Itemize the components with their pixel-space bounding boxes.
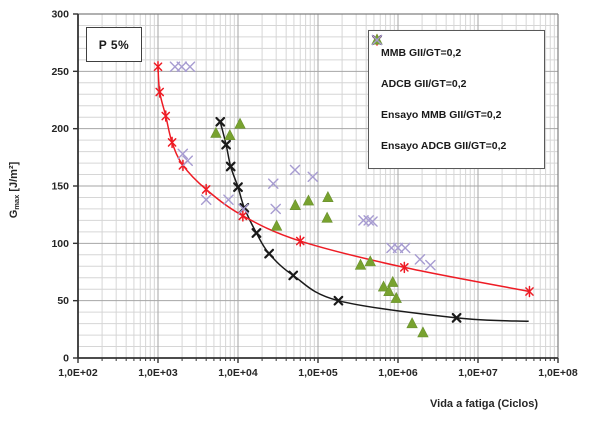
legend-label: MMB GII/GT=0,2 [381,46,462,59]
data-point-marker [322,191,334,202]
data-point-marker [425,259,436,271]
data-point-marker [364,255,376,267]
data-point-marker [270,219,283,231]
y-axis-title-units: [J/m²] [8,161,20,195]
data-point-marker [225,161,236,172]
y-axis-title: Gmax [J/m²] [8,130,24,250]
data-point-marker [153,60,163,73]
legend: MMB GII/GT=0,2 ADCB GII/GT=0,2 Ensayo MMB … [368,30,545,169]
data-point-marker [525,285,534,298]
data-point-marker [200,194,212,206]
data-point-marker [221,139,232,150]
data-point-marker [264,248,275,259]
legend-label: Ensayo MMB GII/GT=0,2 [381,109,502,122]
data-point-marker [289,164,301,176]
y-tick-label: 50 [57,295,69,307]
data-point-marker [270,203,282,215]
x-tick-label: 1,0E+02 [58,367,98,379]
data-point-marker [417,326,429,338]
x-thin-legend-marker-icon [371,34,383,46]
x-axis-title: Vida a fatiga (Ciclos) [430,398,538,410]
y-tick-label: 300 [51,9,69,21]
y-axis-title-sub: max [12,194,21,210]
data-point-marker [390,291,402,303]
axis-ticks [73,13,559,363]
data-point-marker [182,155,193,167]
data-point-marker [177,148,189,160]
y-tick-labels: 0 50 100 150 200 250 300 [51,9,69,365]
data-point-marker [406,317,418,329]
data-point-marker [399,261,409,274]
data-point-marker [201,183,211,196]
data-point-marker [233,182,243,193]
data-point-marker [238,210,248,222]
y-tick-label: 200 [51,123,69,135]
data-point-marker [392,242,404,254]
data-point-marker [155,86,165,98]
data-point-marker [321,211,333,223]
data-point-marker [377,280,390,292]
data-point-marker [289,199,301,210]
data-point-marker [176,61,188,73]
legend-item-1: ADCB GII/GT=0,2 [372,34,544,90]
x-tick-label: 1,0E+03 [138,367,178,379]
legend-item-3: Ensayo ADCB GII/GT=0,2 [371,34,544,153]
data-point-marker [238,203,249,215]
legend-item-0: MMB GII/GT=0,2 [372,35,544,59]
data-point-marker [295,235,305,247]
series-markers-0 [215,116,462,323]
data-point-marker [251,228,262,238]
y-tick-label: 0 [63,353,69,365]
y-tick-label: 100 [51,238,69,250]
annotation-text: P 5% [98,37,130,52]
y-axis-title-base: G [8,209,20,219]
data-point-marker [451,312,462,323]
x-tick-label: 1,0E+04 [218,367,258,379]
data-point-marker [371,34,383,46]
series-markers-2 [210,117,429,338]
y-tick-label: 150 [51,181,69,193]
y-tick-label: 250 [51,66,69,78]
data-point-marker [354,258,367,270]
x-tick-label: 1,0E+07 [458,367,498,379]
legend-item-2: Ensayo MMB GII/GT=0,2 [371,33,544,122]
data-point-marker [161,110,171,122]
data-point-marker [387,275,399,287]
data-point-marker [167,136,177,149]
data-point-marker [307,171,319,183]
data-point-marker [267,178,279,190]
data-point-marker [223,194,234,206]
data-point-marker [288,270,299,281]
annotation-box: P 5% [86,27,142,62]
data-point-marker [234,117,246,129]
legend-label: Ensayo ADCB GII/GT=0,2 [381,140,507,153]
data-point-marker [414,254,426,265]
data-point-marker [302,194,315,206]
data-point-marker [215,116,226,127]
data-point-marker [399,242,411,254]
x-tick-label: 1,0E+05 [298,367,338,379]
data-point-marker [184,61,196,73]
data-point-marker [210,126,222,138]
data-point-marker [333,295,344,306]
data-point-marker [224,129,236,141]
x-tick-labels: 1,0E+02 1,0E+03 1,0E+04 1,0E+05 1,0E+06 1,0E+… [58,367,578,379]
x-tick-label: 1,0E+06 [378,367,418,379]
data-point-marker [363,215,374,226]
data-point-marker [367,216,378,227]
legend-label: ADCB GII/GT=0,2 [381,77,467,90]
x-tick-label: 1,0E+08 [538,367,578,379]
series-markers-3 [169,61,436,271]
data-point-marker [383,285,395,296]
